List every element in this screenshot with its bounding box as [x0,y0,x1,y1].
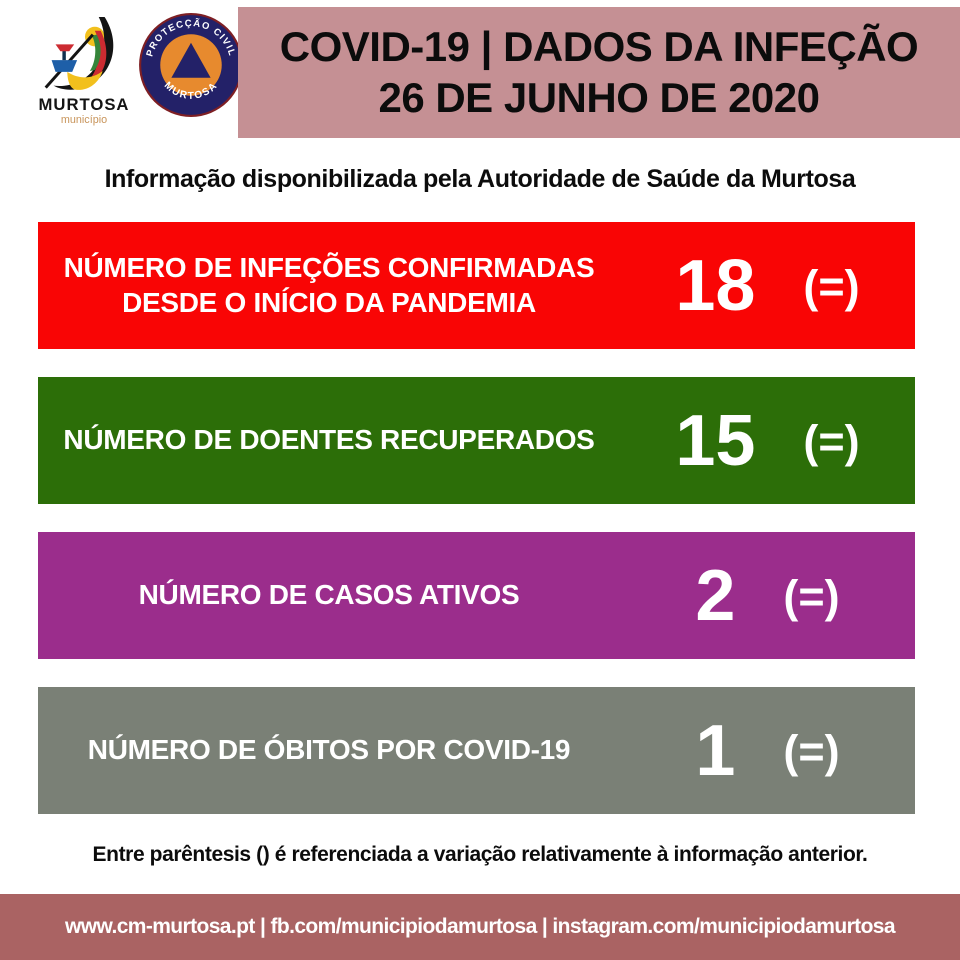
stat-label-line2: DESDE O INÍCIO DA PANDEMIA [122,286,536,318]
stat-banner-recovered-patients: NÚMERO DE DOENTES RECUPERADOS 15 (=) [38,377,915,504]
stat-value-area: 18 (=) [620,250,915,322]
stat-value: 1 [695,710,736,791]
stat-value-area: 15 (=) [620,405,915,477]
stat-change-indicator: (=) [803,416,860,467]
stat-label-line1: NÚMERO DE CASOS ATIVOS [138,579,520,611]
logo-group: MURTOSA município PROTECÇÃO CIVIL MURTOS… [30,8,244,134]
stat-value-area: 1 (=) [620,715,915,787]
stat-label-line1: NÚMERO DE DOENTES RECUPERADOS [63,424,595,456]
stat-label: NÚMERO DE INFEÇÕES CONFIRMADAS DESDE O I… [38,251,620,320]
municipality-wordmark: MURTOSA [39,95,130,114]
note-text: Entre parêntesis () é referenciada a var… [92,843,868,866]
source-line: Informação disponibilizada pela Autorida… [104,165,856,193]
stat-label: NÚMERO DE CASOS ATIVOS [38,578,620,613]
stat-banner-confirmed-infections: NÚMERO DE INFEÇÕES CONFIRMADAS DESDE O I… [38,222,915,349]
civil-protection-triangle-icon [171,42,211,78]
stat-value-area: 2 (=) [620,560,915,632]
stat-label-line1: NÚMERO DE INFEÇÕES CONFIRMADAS [63,251,595,283]
stats-list: NÚMERO DE INFEÇÕES CONFIRMADAS DESDE O I… [38,222,915,842]
stat-value: 2 [695,555,736,636]
stat-label-line1: NÚMERO DE ÓBITOS POR COVID-19 [87,734,571,766]
stat-value: 18 [675,245,756,326]
flag-shape [55,44,75,52]
stat-change-indicator: (=) [783,726,840,777]
stat-label: NÚMERO DE DOENTES RECUPERADOS [38,423,620,458]
boat-figure [51,60,78,72]
stat-banner-active-cases: NÚMERO DE CASOS ATIVOS 2 (=) [38,532,915,659]
mast-shape [62,46,66,61]
stat-value: 15 [675,400,756,481]
civil-protection-logo: PROTECÇÃO CIVIL MURTOSA [139,13,243,117]
stat-change-indicator: (=) [783,571,840,622]
stat-label: NÚMERO DE ÓBITOS POR COVID-19 [38,733,620,768]
title-banner: COVID-19 | DADOS DA INFEÇÃO 26 DE JUNHO … [238,7,960,138]
page-title-line2: 26 DE JUNHO DE 2020 [378,73,820,121]
footer-bar: www.cm-murtosa.pt | fb.com/municipiodamu… [0,894,960,960]
footer-links: www.cm-murtosa.pt | fb.com/municipiodamu… [65,915,896,938]
stat-change-indicator: (=) [803,261,860,312]
green-sail-stripe [89,34,101,71]
municipality-tagline: município [61,114,107,126]
murtosa-municipality-logo: MURTOSA município [39,16,130,126]
yellow-hull-shape [67,70,103,90]
page-title-line1: COVID-19 | DADOS DA INFEÇÃO [279,23,919,71]
red-sail-shape [90,30,107,78]
stat-banner-covid-deaths: NÚMERO DE ÓBITOS POR COVID-19 1 (=) [38,687,915,814]
